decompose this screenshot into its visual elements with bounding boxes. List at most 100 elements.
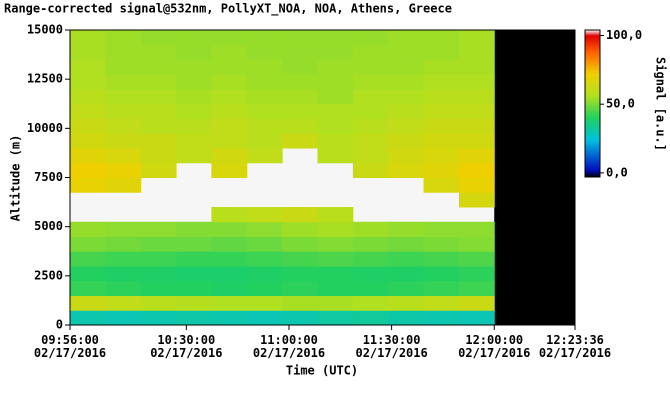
heatmap-cell [282,103,318,119]
heatmap-cell [352,74,389,90]
heatmap-cell [140,295,177,311]
heatmap-cell [105,148,142,164]
no-data-region [494,30,575,325]
heatmap-cell [211,162,248,178]
heatmap-cell [317,236,354,252]
heatmap-cell [176,103,212,119]
heatmap-cell [423,221,460,237]
x-tick-label: 10:30:00 02/17/2016 [150,333,222,360]
heatmap-cell [176,44,212,60]
heatmap-cell [140,148,177,164]
heatmap-cell [246,221,283,237]
heatmap-cell [211,103,248,119]
colorbar-label: Signal [a.u.] [654,57,668,151]
heatmap-cell [246,118,283,134]
heatmap-cell [458,192,495,208]
heatmap-cell [105,59,142,75]
heatmap-cell [70,118,106,134]
heatmap-cell [176,280,212,296]
heatmap-cell [211,251,248,267]
heatmap-cell [317,103,354,119]
heatmap-cell [458,44,495,60]
heatmap-cell [458,118,495,134]
heatmap-cell [282,133,318,149]
y-tick-label: 15000 [27,23,63,37]
heatmap-cell [423,236,460,252]
heatmap-cell [70,103,106,119]
heatmap-cell [352,148,389,164]
y-tick-label: 5000 [34,219,63,233]
heatmap-cell [211,74,248,90]
heatmap-cell [317,30,354,46]
heatmap-cell [176,59,212,75]
heatmap-cell [423,295,460,311]
heatmap-cell [317,295,354,311]
heatmap-cell [211,133,248,149]
heatmap-cell [246,148,283,164]
heatmap-cell [140,103,177,119]
heatmap-cell [317,221,354,237]
heatmap-cell [458,148,495,164]
heatmap-cell [211,30,248,46]
heatmap-cell [282,118,318,134]
heatmap-cell [70,251,106,267]
colorbar [584,29,601,178]
heatmap-cell [70,310,106,326]
heatmap-cell [140,133,177,149]
heatmap-cell [423,89,460,105]
heatmap-cell [246,251,283,267]
heatmap-cell [282,236,318,252]
heatmap-cell [458,310,495,326]
heatmap-cell [352,221,389,237]
heatmap-cell [140,74,177,90]
heatmap-cell [70,266,106,282]
heatmap-cell [388,74,425,90]
heatmap-cell [246,266,283,282]
heatmap-cell [140,89,177,105]
heatmap-cell [211,118,248,134]
y-tick-label: 0 [56,318,63,332]
heatmap-cell [140,30,177,46]
x-tick-label: 11:30:00 02/17/2016 [355,333,427,360]
heatmap-cell [352,162,389,178]
heatmap-cell [70,148,106,164]
heatmap-cell [352,103,389,119]
heatmap-cell [176,236,212,252]
y-axis-label: Altitude (m) [9,135,23,222]
heatmap-cell [352,280,389,296]
heatmap-cell [388,148,425,164]
heatmap-cell [140,118,177,134]
heatmap-cell [105,177,142,193]
heatmap-cell [458,59,495,75]
heatmap-cell [423,103,460,119]
heatmap-cell [246,89,283,105]
heatmap-cell [423,148,460,164]
heatmap-cell [282,295,318,311]
heatmap-cell [70,177,106,193]
heatmap-cell [458,133,495,149]
heatmap-cell [176,221,212,237]
heatmap-cell [211,207,248,223]
heatmap-cell [317,118,354,134]
heatmap-cell [458,89,495,105]
heatmap-cell [70,74,106,90]
heatmap-cell [458,221,495,237]
heatmap-cell [176,295,212,311]
heatmap-cell [70,44,106,60]
heatmap-cell [70,280,106,296]
heatmap-cell [246,207,283,223]
heatmap-cell [317,266,354,282]
heatmap-cell [70,295,106,311]
heatmap-cell [70,59,106,75]
x-tick-label: 12:23:36 02/17/2016 [539,333,611,360]
heatmap-cell [176,148,212,164]
heatmap-cell [105,280,142,296]
heatmap-cell [282,89,318,105]
heatmap-cell [458,103,495,119]
heatmap-cell [246,44,283,60]
heatmap-cell [140,59,177,75]
heatmap-cell [317,251,354,267]
heatmap-cell [388,59,425,75]
heatmap-cell [352,44,389,60]
heatmap-cell [70,236,106,252]
